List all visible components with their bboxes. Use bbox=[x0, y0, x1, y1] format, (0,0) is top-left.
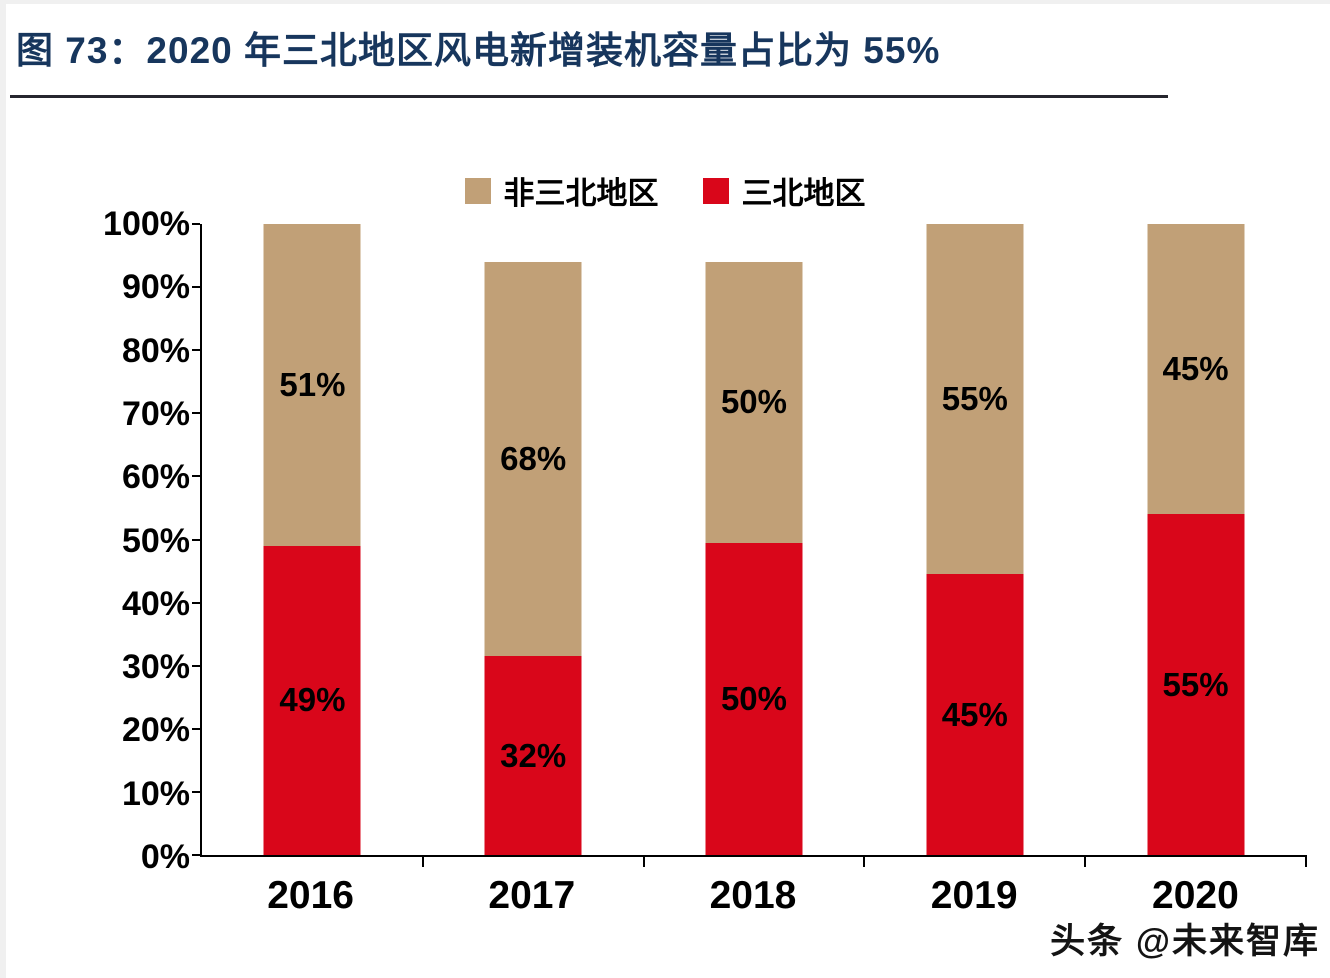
y-tick-mark bbox=[192, 349, 200, 352]
segment-non-sanbei-2018: 50% bbox=[705, 261, 803, 543]
stacked-bar-2017: 68% 32% bbox=[484, 261, 582, 855]
y-tick-mark bbox=[192, 854, 200, 856]
x-axis-label-2020: 2020 bbox=[1152, 874, 1239, 917]
x-tick-mark bbox=[642, 855, 645, 867]
watermark: 头条 @未来智库 bbox=[1050, 922, 1320, 961]
bar-group-2020: 45% 55% bbox=[1085, 224, 1306, 855]
segment-sanbei-2017: 32% bbox=[484, 656, 582, 855]
x-tick-mark bbox=[1084, 855, 1087, 867]
bar-group-2018: 50% 50% bbox=[644, 224, 865, 855]
bar-group-2017: 68% 32% bbox=[423, 224, 644, 855]
segment-label-sanbei-2017: 32% bbox=[500, 736, 567, 774]
segment-sanbei-2019: 45% bbox=[926, 574, 1024, 855]
x-axis-label-2017: 2017 bbox=[488, 874, 576, 917]
chart-title: 图 73：2020 年三北地区风电新增装机容量占比为 55% bbox=[16, 30, 941, 71]
bar-group-2019: 55% 45% bbox=[864, 224, 1085, 855]
segment-label-non-sanbei-2019: 55% bbox=[941, 380, 1008, 418]
y-tick-mark bbox=[192, 601, 200, 604]
y-tick-mark bbox=[192, 727, 200, 730]
stacked-bar-2018: 50% 50% bbox=[705, 261, 803, 855]
segment-non-sanbei-2019: 55% bbox=[926, 224, 1024, 575]
segment-non-sanbei-2016: 51% bbox=[263, 224, 361, 546]
y-tick-label: 10% bbox=[121, 774, 190, 813]
y-tick-mark bbox=[192, 538, 200, 541]
y-tick-label: 0% bbox=[140, 838, 190, 876]
segment-label-non-sanbei-2018: 50% bbox=[720, 383, 788, 421]
y-axis-labels: 100% 90% 80% 70% 60% 50% 40% 30% 20% 10% 0% bbox=[30, 205, 190, 876]
y-tick-mark bbox=[192, 412, 200, 415]
stacked-bar-2019: 55% 45% bbox=[926, 224, 1024, 855]
legend-item-sanbei: 三北地区 bbox=[702, 168, 866, 213]
segment-sanbei-2018: 50% bbox=[705, 542, 803, 855]
y-tick-label: 30% bbox=[121, 648, 190, 687]
y-tick-label: 50% bbox=[121, 521, 190, 560]
y-tick-mark bbox=[192, 790, 200, 793]
stacked-bar-2020: 45% 55% bbox=[1147, 224, 1245, 855]
x-axis-label-2018: 2018 bbox=[709, 874, 797, 917]
y-tick-mark bbox=[192, 223, 200, 225]
chart-legend: 非三北地区 三北地区 bbox=[0, 168, 1330, 213]
y-tick-mark bbox=[192, 664, 200, 667]
legend-label-non-sanbei: 非三北地区 bbox=[503, 176, 659, 211]
x-tick-mark bbox=[421, 855, 424, 867]
legend-swatch-non-sanbei bbox=[464, 177, 491, 204]
y-tick-label: 100% bbox=[103, 205, 190, 243]
segment-non-sanbei-2017: 68% bbox=[484, 261, 582, 657]
segment-label-non-sanbei-2020: 45% bbox=[1162, 350, 1229, 388]
y-tick-label: 70% bbox=[121, 394, 190, 433]
segment-label-sanbei-2020: 55% bbox=[1162, 665, 1229, 703]
segment-sanbei-2016: 49% bbox=[263, 545, 361, 855]
legend-label-sanbei: 三北地区 bbox=[741, 176, 866, 211]
segment-sanbei-2020: 55% bbox=[1147, 514, 1245, 855]
legend-item-non-sanbei: 非三北地区 bbox=[464, 168, 659, 213]
bar-group-2016: 51% 49% bbox=[202, 224, 423, 855]
segment-non-sanbei-2020: 45% bbox=[1147, 224, 1245, 515]
x-axis-label-2019: 2019 bbox=[930, 874, 1018, 917]
y-tick-label: 90% bbox=[121, 268, 190, 307]
y-tick-label: 60% bbox=[121, 458, 190, 497]
y-tick-label: 40% bbox=[121, 584, 190, 623]
segment-label-non-sanbei-2017: 68% bbox=[500, 440, 567, 478]
title-rule bbox=[10, 95, 1168, 98]
y-tick-mark bbox=[192, 475, 200, 478]
x-tick-mark bbox=[1305, 855, 1307, 867]
y-tick-mark bbox=[192, 286, 200, 289]
segment-label-sanbei-2019: 45% bbox=[941, 695, 1008, 733]
y-tick-label: 20% bbox=[121, 711, 190, 750]
stacked-bar-2016: 51% 49% bbox=[263, 224, 361, 855]
y-tick-label: 80% bbox=[121, 331, 190, 370]
segment-label-non-sanbei-2016: 51% bbox=[279, 365, 346, 403]
segment-label-sanbei-2016: 49% bbox=[279, 681, 346, 719]
x-tick-mark bbox=[863, 855, 866, 867]
x-axis-labels: 2016 2017 2018 2019 2020 bbox=[200, 874, 1306, 934]
x-axis-label-2016: 2016 bbox=[267, 874, 354, 917]
plot-area: 51% 49% 68% 32% 50% 50% 55% 45% 45% 55% bbox=[192, 223, 1307, 867]
segment-label-sanbei-2018: 50% bbox=[720, 679, 788, 717]
legend-swatch-sanbei bbox=[702, 177, 729, 204]
